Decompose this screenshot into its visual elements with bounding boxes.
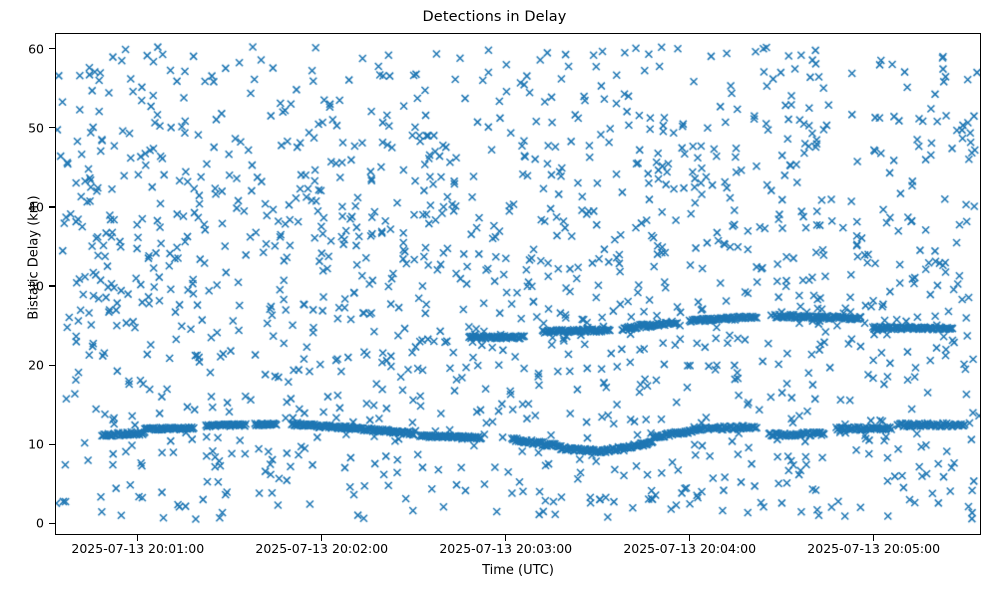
plot-axes-area xyxy=(55,33,981,535)
x-tick-mark xyxy=(873,535,875,541)
y-tick-mark xyxy=(49,285,55,287)
y-axis-label: Bistatic Delay (km) xyxy=(26,195,42,320)
y-tick-mark xyxy=(49,206,55,208)
y-tick-label: 30 xyxy=(28,278,44,294)
x-tick-label: 2025-07-13 20:02:00 xyxy=(255,541,389,556)
x-tick-mark xyxy=(689,535,691,541)
x-tick-mark xyxy=(321,535,323,541)
x-tick-label: 2025-07-13 20:05:00 xyxy=(807,541,941,556)
y-tick-mark xyxy=(49,364,55,366)
x-tick-label: 2025-07-13 20:01:00 xyxy=(71,541,205,556)
y-tick-mark xyxy=(49,443,55,445)
y-tick-mark xyxy=(49,48,55,50)
x-tick-mark xyxy=(505,535,507,541)
y-tick-label: 20 xyxy=(28,357,44,373)
x-axis-label: Time (UTC) xyxy=(482,563,554,578)
scatter-plot-canvas xyxy=(56,34,980,534)
x-tick-label: 2025-07-13 20:03:00 xyxy=(439,541,573,556)
y-tick-label: 60 xyxy=(28,41,44,57)
y-tick-mark xyxy=(49,522,55,524)
y-tick-label: 40 xyxy=(28,199,44,215)
y-tick-mark xyxy=(49,127,55,129)
chart-title: Detections in Delay xyxy=(422,9,567,25)
y-axis-tick-labels: 0 10 20 30 40 50 60 xyxy=(0,0,44,590)
y-tick-label: 50 xyxy=(28,120,44,136)
y-tick-label: 0 xyxy=(36,515,44,531)
x-tick-mark xyxy=(137,535,139,541)
x-tick-label: 2025-07-13 20:04:00 xyxy=(623,541,757,556)
y-tick-label: 10 xyxy=(28,436,44,452)
